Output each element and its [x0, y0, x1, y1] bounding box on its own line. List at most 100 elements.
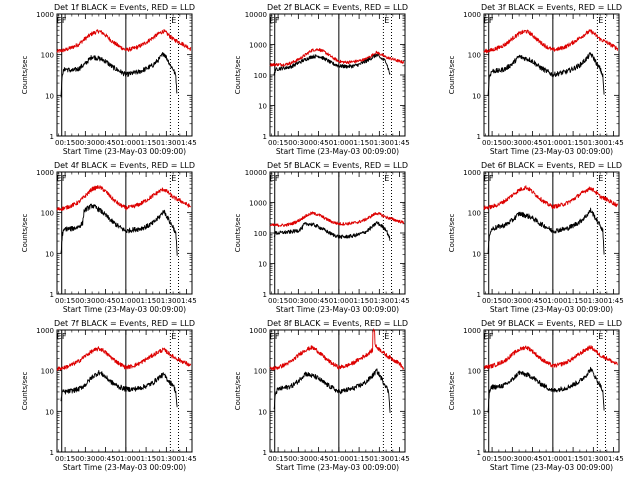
y-tick-label: 10 — [258, 261, 267, 269]
y-tick-label: 1000 — [36, 11, 54, 19]
y-axis-label: Counts/sec — [21, 56, 29, 95]
panel-det-5: Det 5f BLACK = Events, RED = LLD Counts/s… — [234, 161, 410, 314]
series-lld — [483, 345, 618, 370]
x-tick-label: 01:30 — [369, 139, 389, 147]
y-tick-label: 10 — [45, 250, 54, 258]
x-tick-label: 01:00 — [329, 139, 349, 147]
panel-title: Det 3f BLACK = Events, RED = LLD — [481, 3, 622, 12]
plot-frame — [56, 171, 193, 295]
panel-det-1: Det 1f BLACK = Events, RED = LLD Counts/s… — [21, 3, 197, 156]
y-tick-label: 1000 — [463, 327, 481, 335]
x-tick-label: 00:15 — [268, 139, 288, 147]
panel-det-6: Det 6f BLACK = Events, RED = LLD Counts/s… — [448, 161, 624, 314]
y-tick-label: 1 — [50, 133, 54, 141]
series-events — [273, 221, 391, 242]
y-tick-label: 1 — [477, 291, 481, 299]
x-tick-label: 01:45 — [390, 455, 410, 463]
series-lld — [269, 211, 405, 228]
panel-title: Det 1f BLACK = Events, RED = LLD — [54, 3, 195, 12]
marker-label: E — [171, 16, 176, 25]
x-tick-label: 01:15 — [563, 297, 583, 305]
x-tick-label: 00:15 — [482, 455, 502, 463]
plot-frame — [483, 171, 620, 295]
series-events — [487, 207, 605, 255]
y-tick-label: 100 — [41, 52, 54, 60]
panel-title: Det 9f BLACK = Events, RED = LLD — [481, 319, 622, 328]
panel-title: Det 4f BLACK = Events, RED = LLD — [54, 161, 195, 170]
y-axis-label: Counts/sec — [234, 372, 242, 411]
marker-label: F — [62, 174, 67, 183]
x-tick-label: 01:30 — [369, 455, 389, 463]
x-tick-label: 00:30 — [75, 139, 95, 147]
marker-label: E — [384, 174, 389, 183]
x-axis-label: Start Time (23-May-03 00:09:00) — [490, 305, 613, 314]
marker-label: E — [56, 174, 61, 183]
x-tick-label: 00:30 — [288, 455, 308, 463]
x-tick-label: 00:45 — [96, 455, 116, 463]
series-lld — [56, 28, 192, 53]
marker-label: E — [483, 16, 488, 25]
y-tick-label: 1 — [50, 291, 54, 299]
x-tick-label: 01:15 — [349, 139, 369, 147]
y-axis-label: Counts/sec — [234, 56, 242, 95]
x-tick-label: 01:15 — [563, 139, 583, 147]
marker-label: E — [269, 332, 274, 341]
y-tick-label: 100 — [254, 368, 267, 376]
series-lld — [483, 185, 619, 211]
x-tick-label: 00:30 — [502, 297, 522, 305]
y-tick-label: 100 — [41, 368, 54, 376]
x-tick-label: 00:45 — [96, 139, 116, 147]
y-tick-label: 100 — [468, 368, 481, 376]
marker-label: F — [275, 16, 280, 25]
marker-label: E — [384, 332, 389, 341]
y-tick-label: 1000 — [249, 42, 267, 50]
x-axis-label: Start Time (23-May-03 00:09:00) — [63, 463, 186, 472]
x-tick-label: 01:00 — [116, 139, 136, 147]
x-tick-label: 00:45 — [309, 297, 329, 305]
x-tick-label: 01:45 — [390, 139, 410, 147]
x-tick-label: 01:15 — [136, 297, 156, 305]
series-events — [273, 368, 391, 413]
panel-title: Det 8f BLACK = Events, RED = LLD — [267, 319, 408, 328]
x-axis-label: Start Time (23-May-03 00:09:00) — [276, 147, 399, 156]
y-tick-label: 100 — [254, 72, 267, 80]
series-events — [273, 53, 391, 75]
x-tick-label: 01:00 — [543, 297, 563, 305]
series-lld — [56, 346, 192, 371]
x-tick-label: 01:00 — [543, 455, 563, 463]
series-events — [60, 369, 178, 408]
x-tick-label: 01:00 — [329, 455, 349, 463]
x-tick-label: 00:30 — [75, 455, 95, 463]
x-tick-label: 00:45 — [523, 139, 543, 147]
x-tick-label: 01:15 — [349, 455, 369, 463]
x-tick-label: 01:45 — [177, 139, 197, 147]
panel-title: Det 7f BLACK = Events, RED = LLD — [54, 319, 195, 328]
marker-label: E — [171, 174, 176, 183]
y-tick-label: 1000 — [463, 11, 481, 19]
y-tick-label: 100 — [254, 230, 267, 238]
x-tick-label: 00:15 — [55, 455, 75, 463]
x-tick-label: 01:45 — [177, 455, 197, 463]
x-tick-label: 01:30 — [583, 139, 603, 147]
marker-label: E — [483, 332, 488, 341]
x-axis-label: Start Time (23-May-03 00:09:00) — [276, 305, 399, 314]
plot-frame — [269, 329, 406, 453]
x-axis-label: Start Time (23-May-03 00:09:00) — [63, 305, 186, 314]
y-tick-label: 1000 — [463, 169, 481, 177]
y-tick-label: 1 — [263, 133, 267, 141]
plot-frame — [56, 329, 193, 453]
x-tick-label: 00:15 — [482, 139, 502, 147]
marker-label: F — [275, 332, 280, 341]
y-tick-label: 1000 — [36, 169, 54, 177]
y-tick-label: 1000 — [249, 200, 267, 208]
y-tick-label: 1 — [477, 449, 481, 457]
marker-label: E — [384, 16, 389, 25]
y-tick-label: 10 — [45, 408, 54, 416]
y-tick-label: 10000 — [245, 169, 267, 177]
x-tick-label: 01:00 — [543, 139, 563, 147]
x-tick-label: 01:15 — [136, 455, 156, 463]
y-tick-label: 10 — [472, 92, 481, 100]
panel-title: Det 5f BLACK = Events, RED = LLD — [267, 161, 408, 170]
